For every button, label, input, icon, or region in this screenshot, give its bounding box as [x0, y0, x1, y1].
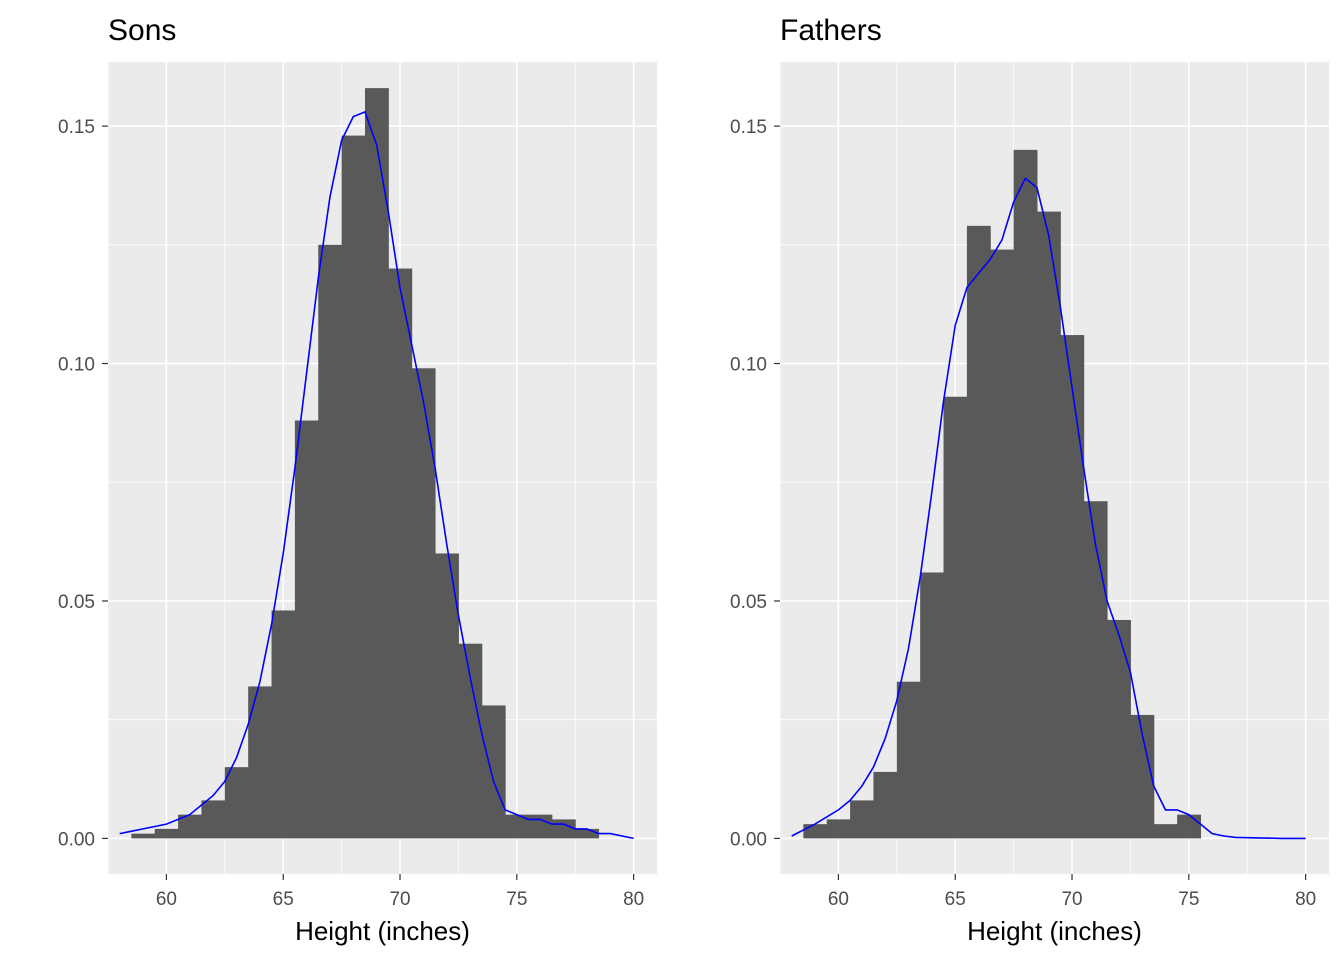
histogram-bar: [966, 225, 991, 839]
chart-title: Sons: [108, 14, 176, 47]
y-tick-label: 0.15: [730, 117, 767, 138]
x-tick-label: 80: [1295, 889, 1316, 910]
histogram-bar: [1130, 714, 1155, 839]
histogram-bar: [1153, 824, 1178, 839]
histogram-bar: [154, 828, 179, 839]
chart-panel-0: Sons 60 65 70 75 80 0.00 0.05 0.10 0.15 Height (in…: [58, 14, 657, 946]
histogram-bar: [1036, 211, 1061, 839]
histogram-bar: [1060, 335, 1085, 839]
density-curve: [119, 110, 634, 840]
histogram-bar: [481, 705, 506, 839]
x-tick-label: 70: [1061, 889, 1082, 910]
histogram-bar: [803, 824, 828, 839]
x-tick-label: 65: [273, 889, 294, 910]
histogram-bar: [943, 396, 968, 839]
histogram-bar: [920, 572, 945, 839]
histogram-bar: [224, 767, 249, 839]
x-tick-label: 60: [828, 889, 849, 910]
histogram-bar: [1083, 501, 1108, 839]
histogram-bar: [435, 553, 459, 839]
histogram-bar: [896, 681, 921, 839]
x-tick-label: 60: [156, 889, 177, 910]
y-tick-label: 0.15: [58, 117, 95, 138]
histogram-bar: [178, 814, 202, 839]
x-tick-label: 80: [623, 889, 644, 910]
y-tick-label: 0.10: [730, 355, 767, 376]
histogram-bar: [294, 420, 319, 839]
density-curve: [791, 177, 1306, 840]
histogram-bar: [131, 833, 156, 839]
histogram-bar: [1107, 619, 1131, 839]
histogram-bar: [271, 610, 296, 839]
histogram-bar: [1177, 814, 1202, 839]
histogram-bar: [850, 800, 874, 839]
histogram-bar: [505, 814, 530, 839]
histogram-bar: [826, 819, 851, 839]
histogram-bar: [388, 268, 413, 839]
x-axis-title: Height (inches): [967, 916, 1142, 946]
histogram-bar: [528, 814, 553, 839]
x-tick-label: 75: [1178, 889, 1199, 910]
x-tick-label: 70: [389, 889, 410, 910]
histogram-bar: [201, 800, 226, 839]
histogram-bar: [990, 249, 1015, 839]
y-tick-label: 0.05: [58, 592, 95, 613]
chart-title: Fathers: [780, 14, 882, 47]
x-tick-label: 75: [506, 889, 527, 910]
chart-panel-1: Fathers 60 65 70 75 80 0.00 0.05 0.10 0.15 Height …: [730, 14, 1329, 946]
histogram-bar: [873, 771, 898, 839]
histogram-bar: [458, 643, 483, 839]
histogram-bar: [551, 819, 576, 839]
y-tick-label: 0.00: [730, 829, 767, 850]
y-tick-label: 0.00: [58, 829, 95, 850]
y-tick-label: 0.10: [58, 355, 95, 376]
y-tick-label: 0.05: [730, 592, 767, 613]
x-axis-title: Height (inches): [295, 916, 470, 946]
histogram-bar: [341, 135, 366, 839]
histogram-bar: [318, 244, 343, 839]
histogram-bar: [364, 88, 389, 839]
histogram-bar: [248, 686, 273, 839]
histogram-bar: [575, 828, 600, 839]
histogram-bar: [411, 368, 436, 839]
histogram-bar: [1013, 149, 1038, 839]
x-tick-label: 65: [945, 889, 966, 910]
